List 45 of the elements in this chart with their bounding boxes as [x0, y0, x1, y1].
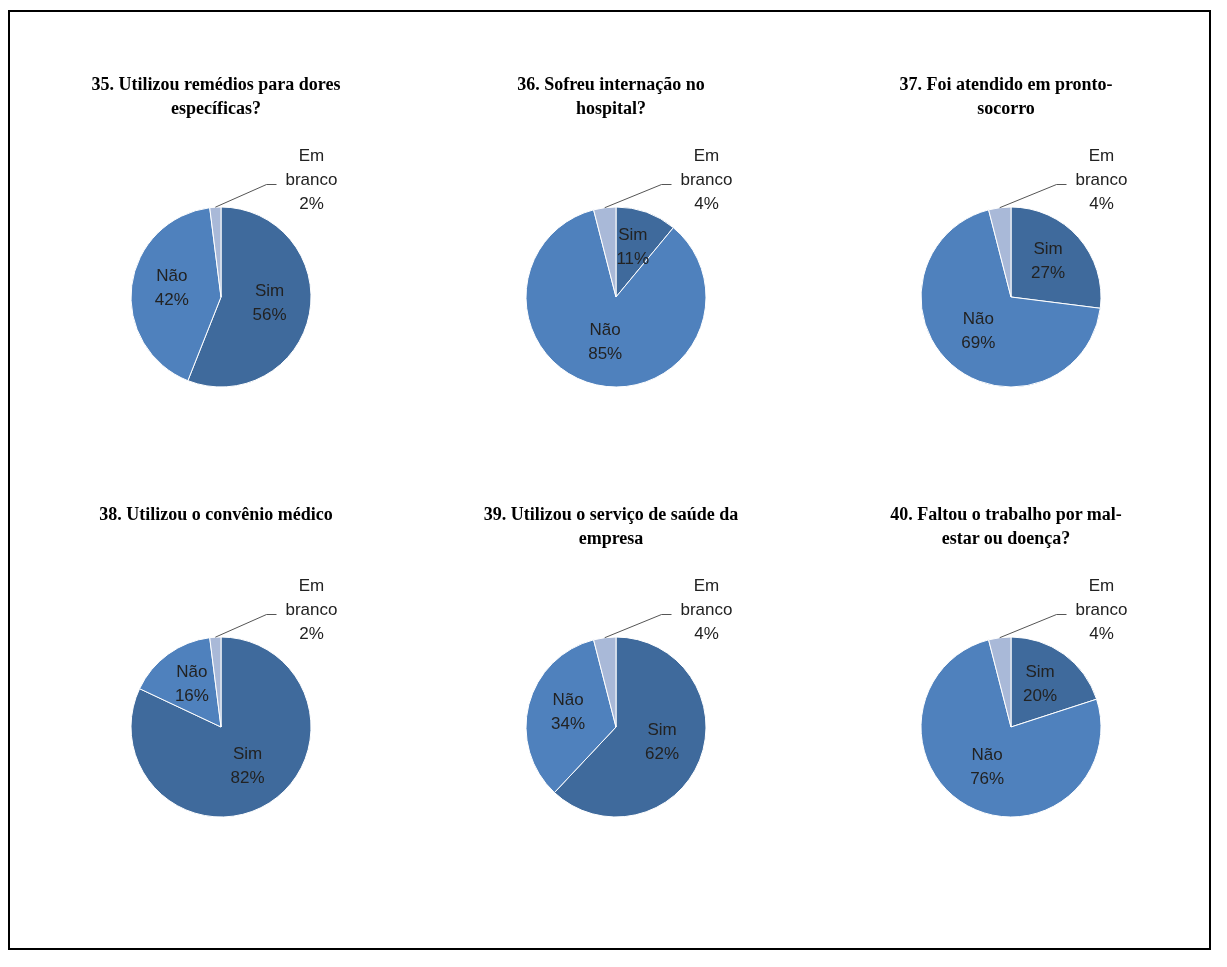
slice-label: Sim [1033, 239, 1063, 259]
chart-title: 38. Utilizou o convênio médico [98, 503, 334, 526]
data-label: 4% [1089, 623, 1114, 643]
data-label: 34% [551, 713, 586, 733]
slice-label: Em branco [1075, 145, 1128, 189]
slice-label: Sim [232, 743, 263, 763]
slice-label: Não [156, 265, 188, 285]
slice-label: Em branco [680, 145, 733, 189]
slice-label: Em branco [680, 575, 733, 619]
chart-title: 35. Utilizou remédios para dores específicas? [90, 73, 342, 120]
slice-label: Não [962, 309, 994, 329]
slice-label: Não [552, 689, 584, 709]
data-label: 56% [252, 305, 287, 325]
data-label: 27% [1031, 263, 1066, 283]
data-label: 16% [174, 685, 209, 705]
chart-title: 40. Faltou o trabalho por mal-estar ou doença? [889, 503, 1123, 550]
slice-label: Não [589, 320, 621, 340]
slice-label: Não [176, 661, 208, 681]
data-label: 42% [154, 289, 189, 309]
data-label: 11% [616, 249, 650, 269]
slice-label: Não [971, 745, 1003, 765]
data-label: 2% [299, 623, 324, 643]
data-label: 2% [299, 193, 324, 213]
chart-title: 37. Foi atendido em pronto-socorro [898, 73, 1114, 120]
data-label: 4% [1089, 193, 1114, 213]
data-label: 4% [694, 623, 719, 643]
chart-title: 36. Sofreu internação no hospital? [516, 73, 706, 120]
data-label: 69% [961, 333, 996, 353]
slice-label: Sim [254, 281, 285, 301]
data-label: 4% [694, 193, 719, 213]
data-label: 85% [588, 344, 623, 364]
data-label: 82% [230, 767, 265, 787]
pie-slice [525, 209, 707, 388]
slice-label: Em branco [285, 145, 338, 189]
pie-slice [920, 639, 1102, 818]
slice-label: Em branco [1075, 575, 1128, 619]
slice-label: Sim [618, 225, 648, 245]
data-label: 20% [1023, 685, 1058, 705]
slice-label: Sim [647, 720, 677, 740]
pie-slice [920, 209, 1101, 388]
chart-title: 39. Utilizou o serviço de saúde da empresa [482, 503, 740, 550]
data-label: 76% [970, 769, 1005, 789]
slice-label: Sim [1025, 661, 1055, 681]
data-label: 62% [645, 744, 680, 764]
slice-label: Em branco [285, 575, 338, 619]
